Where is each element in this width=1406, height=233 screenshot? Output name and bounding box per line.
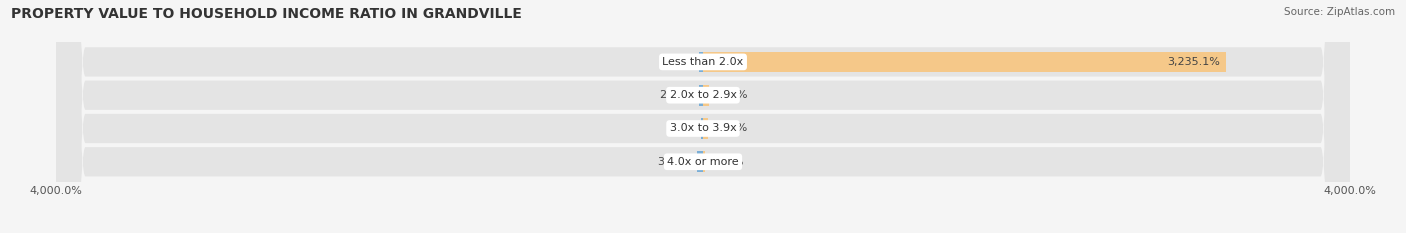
FancyBboxPatch shape	[56, 0, 1350, 233]
FancyBboxPatch shape	[56, 0, 1350, 233]
Bar	[703, 151, 704, 172]
Text: 26.1%: 26.1%	[659, 90, 695, 100]
Bar	[702, 118, 703, 139]
Bar	[699, 51, 703, 72]
Text: 12.9%: 12.9%	[709, 157, 745, 167]
Text: 34.7%: 34.7%	[713, 90, 748, 100]
Text: Less than 2.0x: Less than 2.0x	[662, 57, 744, 67]
Text: 3.0x to 3.9x: 3.0x to 3.9x	[669, 123, 737, 134]
Bar	[703, 85, 709, 106]
Text: 9.6%: 9.6%	[669, 123, 697, 134]
Text: 33.5%: 33.5%	[713, 123, 748, 134]
Text: 3,235.1%: 3,235.1%	[1167, 57, 1219, 67]
Text: 37.6%: 37.6%	[658, 157, 693, 167]
FancyBboxPatch shape	[56, 0, 1350, 233]
Text: PROPERTY VALUE TO HOUSEHOLD INCOME RATIO IN GRANDVILLE: PROPERTY VALUE TO HOUSEHOLD INCOME RATIO…	[11, 7, 522, 21]
Text: 2.0x to 2.9x: 2.0x to 2.9x	[669, 90, 737, 100]
Text: 25.6%: 25.6%	[659, 57, 695, 67]
FancyBboxPatch shape	[56, 0, 1350, 233]
Bar	[703, 51, 1226, 72]
Bar	[699, 85, 703, 106]
Bar	[697, 151, 703, 172]
Text: 4.0x or more: 4.0x or more	[668, 157, 738, 167]
Bar	[703, 118, 709, 139]
Text: Source: ZipAtlas.com: Source: ZipAtlas.com	[1284, 7, 1395, 17]
